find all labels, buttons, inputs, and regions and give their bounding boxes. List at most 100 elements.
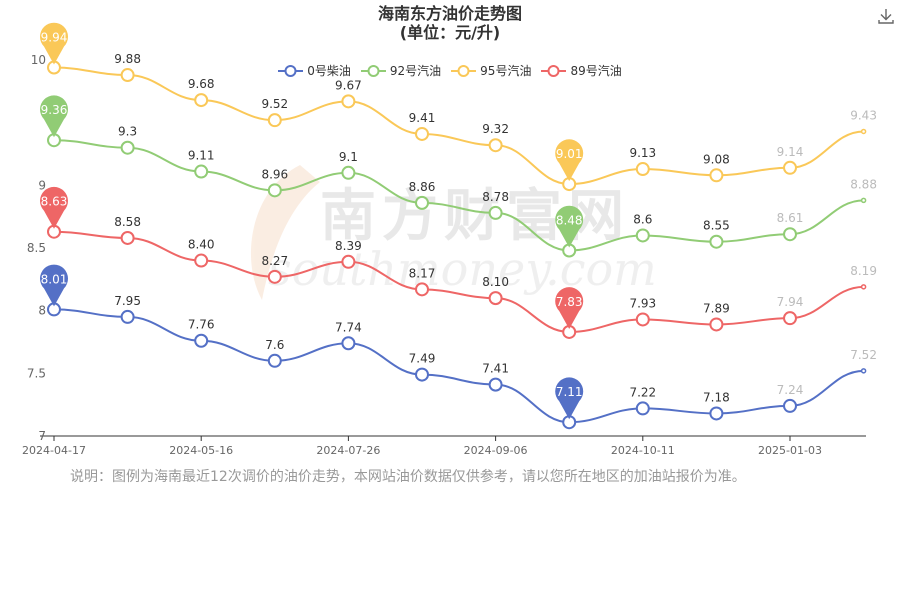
data-label: 9.32 (482, 122, 509, 136)
data-point[interactable] (341, 165, 356, 180)
y-tick-label: 8.5 (27, 241, 46, 255)
legend-item[interactable]: 0号柴油 (278, 62, 351, 79)
data-point[interactable] (709, 317, 724, 332)
data-point[interactable] (194, 333, 209, 348)
data-point[interactable] (488, 377, 503, 392)
data-point[interactable] (783, 311, 797, 326)
data-point[interactable] (120, 140, 135, 155)
data-point[interactable] (415, 282, 429, 297)
legend-symbol (278, 64, 304, 77)
data-point[interactable] (120, 68, 135, 83)
x-tick-label: 2024-09-06 (464, 444, 528, 457)
legend-item[interactable]: 89号汽油 (541, 62, 622, 79)
data-label: 8.40 (188, 238, 215, 252)
data-point[interactable] (860, 284, 867, 290)
data-point[interactable] (783, 160, 797, 175)
series-line (53, 308, 864, 424)
pin-label: 9.94 (41, 31, 68, 45)
data-point[interactable] (120, 230, 135, 245)
data-point[interactable] (488, 138, 503, 153)
legend-item[interactable]: 95号汽油 (451, 62, 531, 79)
data-point[interactable] (415, 195, 429, 210)
data-point[interactable] (860, 128, 867, 135)
max-pin: 9.36 (39, 95, 69, 138)
legend-symbol (541, 64, 567, 77)
x-tick-label: 2024-10-11 (611, 444, 675, 457)
legend-symbol (360, 64, 386, 77)
data-point[interactable] (267, 353, 282, 368)
data-point[interactable] (194, 93, 209, 108)
max-pin: 8.63 (40, 186, 69, 229)
data-label: 8.61 (777, 211, 804, 225)
download-icon[interactable] (876, 6, 896, 26)
x-tick-label: 2024-05-16 (169, 444, 233, 457)
data-point[interactable] (415, 126, 429, 141)
series-2 (53, 66, 864, 186)
legend-label: 92号汽油 (389, 64, 442, 78)
data-point[interactable] (267, 113, 282, 128)
legend-label: 95号汽油 (480, 64, 532, 78)
data-label: 8.17 (409, 266, 436, 280)
pin-marker (39, 95, 69, 138)
data-point[interactable] (120, 309, 135, 324)
pin-marker (39, 22, 69, 65)
legend-label: 89号汽油 (570, 64, 622, 78)
data-point[interactable] (341, 94, 356, 109)
data-point[interactable] (783, 398, 797, 413)
y-tick-label: 7.5 (27, 366, 46, 380)
chart-note: 说明：图例为海南最近12次调价的油价走势，本网站油价数据仅供参考，请以您所在地区… (70, 469, 746, 485)
data-label: 8.39 (335, 239, 362, 253)
data-label: 9.41 (409, 111, 436, 125)
data-label: 7.76 (188, 318, 215, 332)
data-point[interactable] (267, 183, 282, 198)
data-point[interactable] (194, 164, 209, 179)
pin-label: 8.01 (41, 272, 68, 286)
y-tick-label: 8 (38, 304, 46, 318)
data-point[interactable] (415, 367, 429, 382)
pin-label: 8.63 (41, 195, 68, 209)
data-label: 7.49 (409, 352, 436, 366)
data-point[interactable] (783, 227, 797, 242)
x-tick-label: 2024-07-26 (316, 444, 380, 457)
data-label: 7.6 (265, 338, 284, 352)
data-label: 8.86 (409, 180, 436, 194)
data-label: 7.24 (777, 383, 804, 397)
y-tick-label: 7 (38, 429, 46, 443)
x-tick-label: 2025-01-03 (758, 444, 822, 457)
data-label: 8.10 (482, 275, 509, 289)
pin-label: 8.48 (556, 214, 583, 228)
min-pin: 7.11 (555, 377, 584, 420)
data-label: 9.1 (339, 150, 358, 164)
series-3 (53, 230, 864, 333)
data-point[interactable] (709, 168, 724, 183)
data-label: 8.78 (482, 190, 509, 204)
data-point[interactable] (709, 234, 724, 249)
data-label: 9.08 (703, 152, 730, 166)
chart-title-line1: 海南东方油价走势图 (377, 4, 522, 23)
data-point[interactable] (194, 253, 209, 268)
data-point[interactable] (341, 254, 356, 269)
y-tick-label: 9 (38, 178, 46, 192)
data-point[interactable] (267, 269, 282, 284)
data-point[interactable] (635, 228, 650, 243)
x-tick-label: 2024-04-17 (22, 444, 86, 457)
data-point[interactable] (860, 197, 867, 204)
data-point[interactable] (860, 368, 867, 374)
data-label: 7.18 (703, 390, 730, 404)
data-point[interactable] (635, 312, 650, 327)
data-label: 7.22 (629, 385, 656, 399)
y-tick-label: 10 (31, 53, 46, 67)
data-point[interactable] (635, 401, 650, 416)
data-label: 8.6 (633, 212, 652, 226)
data-point[interactable] (488, 291, 503, 306)
data-point[interactable] (488, 205, 503, 220)
pin-label: 7.11 (556, 385, 583, 399)
legend-item[interactable]: 92号汽油 (360, 62, 442, 79)
data-point[interactable] (709, 406, 724, 421)
data-point[interactable] (341, 336, 356, 351)
watermark-chinese: 南方财富网 (320, 184, 630, 249)
max-pin: 9.94 (39, 22, 69, 65)
data-point[interactable] (635, 162, 650, 177)
